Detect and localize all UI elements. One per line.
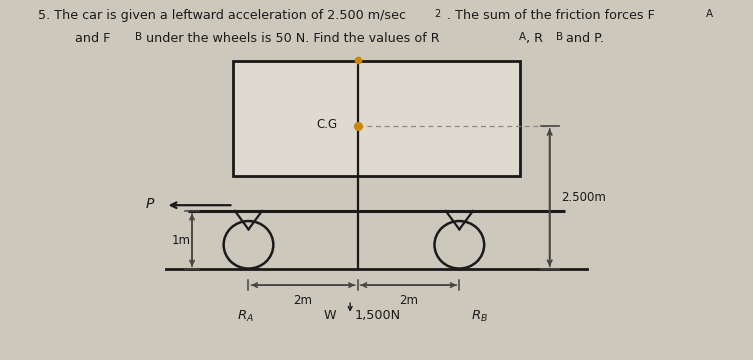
Text: P: P	[146, 197, 154, 211]
Bar	[233, 61, 520, 176]
Text: . The sum of the friction forces F: . The sum of the friction forces F	[447, 9, 655, 22]
Text: 1,500N: 1,500N	[355, 309, 401, 322]
Text: $R_B$: $R_B$	[471, 309, 488, 324]
Text: 5. The car is given a leftward acceleration of 2.500 m/sec: 5. The car is given a leftward accelerat…	[38, 9, 406, 22]
Text: A: A	[519, 32, 526, 42]
Text: A: A	[706, 9, 712, 19]
Text: B: B	[135, 32, 142, 42]
Text: and P.: and P.	[562, 32, 605, 45]
Text: B: B	[556, 32, 562, 42]
Text: 2.500m: 2.500m	[561, 191, 606, 204]
Text: 2m: 2m	[399, 294, 418, 307]
Text: $R_A$: $R_A$	[237, 309, 254, 324]
Text: W: W	[324, 309, 340, 322]
Text: 1m: 1m	[172, 234, 191, 247]
Text: under the wheels is 50 N. Find the values of R: under the wheels is 50 N. Find the value…	[142, 32, 439, 45]
Text: C.G: C.G	[316, 118, 337, 131]
Text: 2: 2	[434, 9, 441, 19]
Text: , R: , R	[526, 32, 543, 45]
Text: 2m: 2m	[294, 294, 312, 307]
Text: and F: and F	[75, 32, 111, 45]
